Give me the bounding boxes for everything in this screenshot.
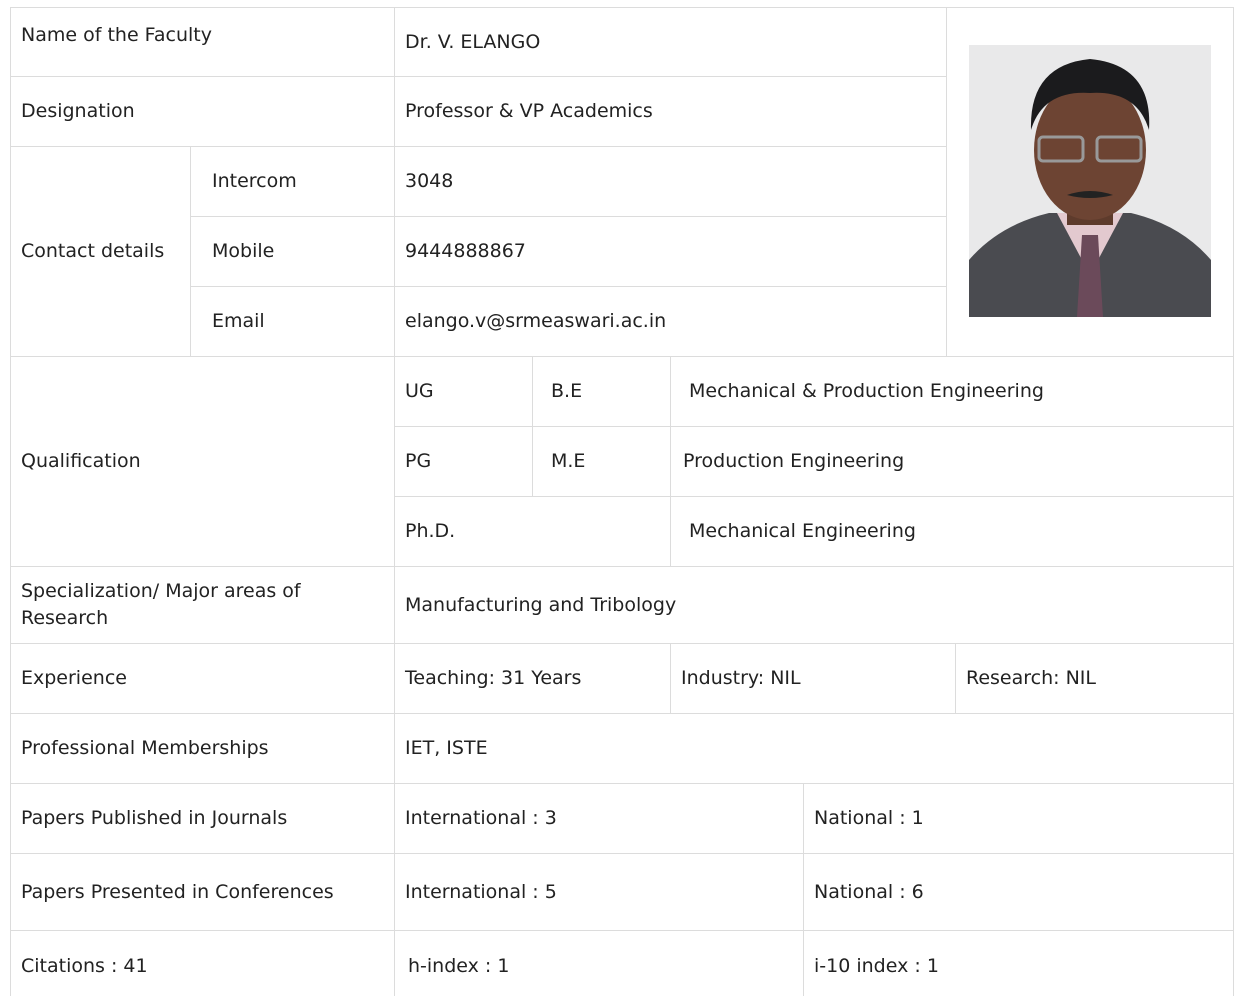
cell-text: Name of the Faculty [21,24,212,46]
cell-text: Research: NIL [966,667,1096,690]
cell-text: Professor & VP Academics [405,100,653,123]
table-cell: Ph.D. [394,496,671,567]
table-cell: i-10 index : 1 [803,930,1234,996]
table-cell: Research: NIL [955,643,1234,714]
cell-text: IET, ISTE [405,737,488,760]
table-cell: Mechanical & Production Engineering [670,356,1234,427]
cell-text: Teaching: 31 Years [405,667,582,690]
table-cell: Name of the Faculty [10,7,395,77]
cell-text: Papers Presented in Conferences [21,880,334,903]
table-cell: International : 5 [394,853,804,931]
table-cell: Email [190,286,395,357]
table-cell: 3048 [394,146,947,217]
cell-text: National : 6 [814,880,924,903]
table-cell: Citations : 41 [10,930,395,996]
cell-text: Experience [21,667,127,690]
table-cell: National : 1 [803,783,1234,854]
table-cell: Specialization/ Major areas of Research [10,566,395,644]
cell-text: 9444888867 [405,240,526,263]
cell-text: i-10 index : 1 [814,955,939,978]
table-cell: h-index : 1 [394,930,804,996]
cell-text: Mobile [212,240,275,263]
cell-text: Qualification [21,450,141,473]
cell-text: Production Engineering [683,450,905,473]
table-cell: Mechanical Engineering [670,496,1234,567]
cell-text: Manufacturing and Tribology [405,593,677,616]
table-cell: PG [394,426,533,497]
cell-text: Specialization/ Major areas of Research [21,580,301,629]
table-cell: Qualification [10,356,395,567]
cell-text: Ph.D. [405,520,456,543]
cell-text: Mechanical & Production Engineering [689,380,1044,403]
table-cell: Designation [10,76,395,147]
cell-text: International : 5 [405,880,557,903]
table-cell: M.E [532,426,671,497]
cell-text: Industry: NIL [681,667,801,690]
cell-text: International : 3 [405,807,557,830]
table-cell: Contact details [10,146,191,357]
cell-text: Citations : 41 [21,955,148,978]
table-cell: Papers Published in Journals [10,783,395,854]
table-cell: B.E [532,356,671,427]
cell-text: M.E [551,450,586,473]
cell-text: Dr. V. ELANGO [405,30,541,53]
table-cell: Teaching: 31 Years [394,643,671,714]
table-cell: Experience [10,643,395,714]
table-cell: UG [394,356,533,427]
cell-text: B.E [551,380,583,403]
cell-text: 3048 [405,170,454,193]
table-cell: Intercom [190,146,395,217]
table-cell: National : 6 [803,853,1234,931]
cell-text: Email [212,310,265,333]
table-cell: 9444888867 [394,216,947,287]
cell-text: elango.v@srmeaswari.ac.in [405,310,667,333]
table-cell: Mobile [190,216,395,287]
table-cell: Production Engineering [670,426,1234,497]
cell-text: h-index : 1 [408,955,510,978]
cell-text: Intercom [212,170,297,193]
table-cell: elango.v@srmeaswari.ac.in [394,286,947,357]
cell-text: Professional Memberships [21,737,269,760]
table-cell: International : 3 [394,783,804,854]
cell-text: UG [405,380,434,403]
table-cell: Papers Presented in Conferences [10,853,395,931]
table-cell: Industry: NIL [670,643,956,714]
cell-text: Designation [21,100,135,123]
faculty-photo [969,45,1211,317]
table-cell: Professor & VP Academics [394,76,947,147]
table-cell: Dr. V. ELANGO [394,7,947,77]
cell-text: Papers Published in Journals [21,807,288,830]
cell-text: PG [405,450,432,473]
cell-text: National : 1 [814,807,924,830]
cell-text: Contact details [21,240,165,263]
table-cell: IET, ISTE [394,713,1234,784]
table-cell: Manufacturing and Tribology [394,566,1234,644]
table-cell: Professional Memberships [10,713,395,784]
cell-text: Mechanical Engineering [689,520,916,543]
